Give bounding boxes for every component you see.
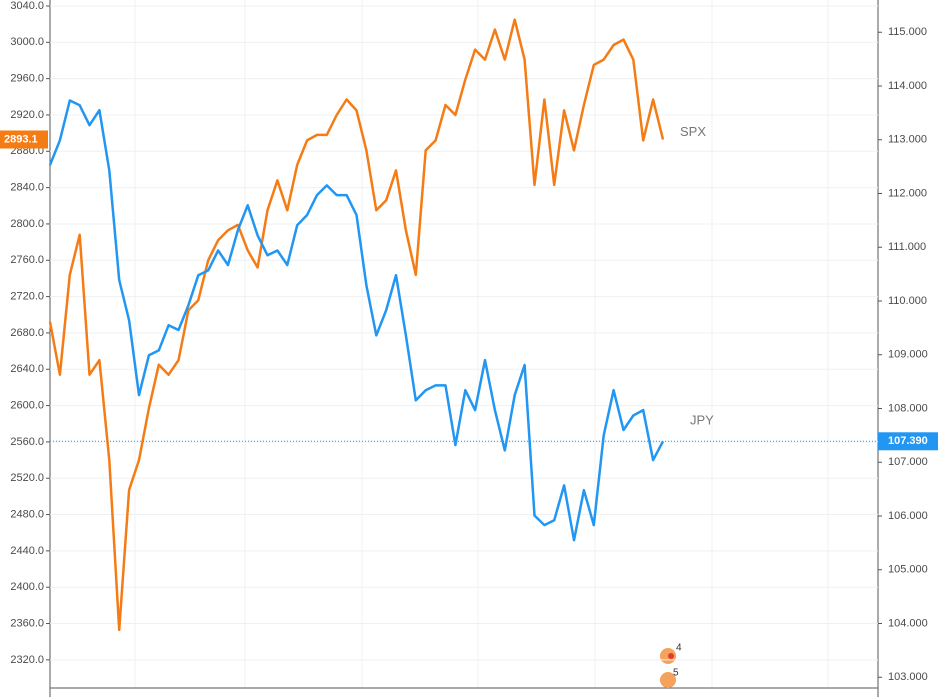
last-price-box: [0, 130, 48, 149]
y-tick-label: 2600.0: [10, 399, 44, 411]
y-tick-label: 2320.0: [10, 654, 44, 666]
y-tick-label: 2640.0: [10, 363, 44, 375]
y-tick-label: 2360.0: [10, 617, 44, 629]
y2-tick-label: 107.000: [888, 456, 928, 468]
y-tick-label: 2760.0: [10, 254, 44, 266]
y-tick-label: 2400.0: [10, 581, 44, 593]
y2-tick-label: 103.000: [888, 671, 928, 683]
badge-icon: [660, 672, 676, 688]
series-line: [48, 99, 665, 542]
y2-tick-label: 111.000: [888, 241, 926, 253]
y2-tick-label: 108.000: [888, 402, 928, 414]
y-tick-label: 3000.0: [10, 36, 44, 48]
series-line: [48, 18, 665, 632]
y2-tick-label: 113.000: [888, 134, 927, 146]
y2-tick-label: 104.000: [888, 617, 928, 629]
series-name: SPX: [680, 124, 706, 139]
y2-tick-label: 112.000: [888, 187, 927, 199]
y-tick-label: 2960.0: [10, 73, 44, 85]
y-tick-label: 2720.0: [10, 291, 44, 303]
y-tick-label: 2920.0: [10, 109, 44, 121]
y2-tick-label: 110.000: [888, 295, 927, 307]
badge-dot: [668, 653, 674, 659]
y2-tick-label: 106.000: [888, 510, 928, 522]
y2-tick-label: 105.000: [888, 564, 928, 576]
last-price-label: 107.390: [888, 435, 928, 447]
event-badge-label: 5: [673, 668, 679, 679]
event-badge-label: 4: [676, 643, 682, 654]
last-price-box: [878, 432, 938, 451]
y-tick-label: 2480.0: [10, 508, 44, 520]
series-name: JPY: [690, 413, 714, 428]
y2-tick-label: 115.000: [888, 26, 927, 38]
y-tick-label: 2840.0: [10, 182, 44, 194]
y-tick-label: 2800.0: [10, 218, 44, 230]
y-tick-label: 2680.0: [10, 327, 44, 339]
y2-tick-label: 114.000: [888, 80, 927, 92]
y-tick-label: 2440.0: [10, 545, 44, 557]
y-tick-label: 2520.0: [10, 472, 44, 484]
y-tick-label: 3040.0: [10, 0, 44, 12]
y-tick-label: 2560.0: [10, 436, 44, 448]
horizontal-grid: [50, 5, 878, 661]
y2-tick-label: 109.000: [888, 349, 928, 361]
last-price-label: 2893.1: [4, 133, 38, 145]
